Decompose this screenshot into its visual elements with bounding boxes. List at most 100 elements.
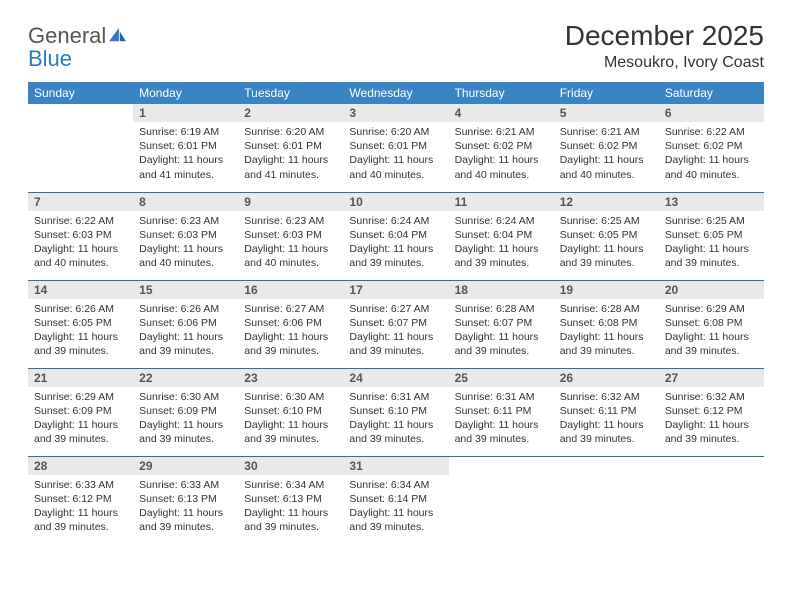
daylight-text: Daylight: 11 hours and 39 minutes. (244, 418, 337, 446)
sunrise-text: Sunrise: 6:25 AM (665, 214, 758, 228)
day-number: 3 (343, 104, 448, 122)
day-number: 20 (659, 281, 764, 299)
calendar-day-cell: 4Sunrise: 6:21 AMSunset: 6:02 PMDaylight… (449, 104, 554, 192)
day-details: Sunrise: 6:27 AMSunset: 6:07 PMDaylight:… (343, 299, 448, 363)
sunrise-text: Sunrise: 6:19 AM (139, 125, 232, 139)
day-details: Sunrise: 6:21 AMSunset: 6:02 PMDaylight:… (449, 122, 554, 186)
sail-icon (108, 24, 128, 47)
sunrise-text: Sunrise: 6:22 AM (34, 214, 127, 228)
day-details: Sunrise: 6:19 AMSunset: 6:01 PMDaylight:… (133, 122, 238, 186)
sunrise-text: Sunrise: 6:29 AM (665, 302, 758, 316)
day-details: Sunrise: 6:20 AMSunset: 6:01 PMDaylight:… (343, 122, 448, 186)
day-number: 8 (133, 193, 238, 211)
day-details: Sunrise: 6:33 AMSunset: 6:12 PMDaylight:… (28, 475, 133, 539)
daylight-text: Daylight: 11 hours and 39 minutes. (139, 506, 232, 534)
daylight-text: Daylight: 11 hours and 39 minutes. (34, 506, 127, 534)
daylight-text: Daylight: 11 hours and 41 minutes. (139, 153, 232, 181)
calendar-week-row: 28Sunrise: 6:33 AMSunset: 6:12 PMDayligh… (28, 456, 764, 544)
brand-logo: GeneralBlue (28, 20, 128, 70)
calendar-day-cell: 19Sunrise: 6:28 AMSunset: 6:08 PMDayligh… (554, 280, 659, 368)
calendar-day-cell: 16Sunrise: 6:27 AMSunset: 6:06 PMDayligh… (238, 280, 343, 368)
daylight-text: Daylight: 11 hours and 39 minutes. (349, 242, 442, 270)
sunrise-text: Sunrise: 6:34 AM (349, 478, 442, 492)
sunrise-text: Sunrise: 6:32 AM (560, 390, 653, 404)
title-block: December 2025 Mesoukro, Ivory Coast (565, 20, 764, 72)
sunrise-text: Sunrise: 6:20 AM (349, 125, 442, 139)
day-details: Sunrise: 6:30 AMSunset: 6:09 PMDaylight:… (133, 387, 238, 451)
day-number: 18 (449, 281, 554, 299)
calendar-day-cell: 8Sunrise: 6:23 AMSunset: 6:03 PMDaylight… (133, 192, 238, 280)
calendar-day-cell: 7Sunrise: 6:22 AMSunset: 6:03 PMDaylight… (28, 192, 133, 280)
calendar-day-cell: 30Sunrise: 6:34 AMSunset: 6:13 PMDayligh… (238, 456, 343, 544)
sunset-text: Sunset: 6:01 PM (139, 139, 232, 153)
sunrise-text: Sunrise: 6:30 AM (139, 390, 232, 404)
sunset-text: Sunset: 6:02 PM (560, 139, 653, 153)
day-number: 1 (133, 104, 238, 122)
sunrise-text: Sunrise: 6:29 AM (34, 390, 127, 404)
sunrise-text: Sunrise: 6:26 AM (139, 302, 232, 316)
day-number: 31 (343, 457, 448, 475)
day-details: Sunrise: 6:20 AMSunset: 6:01 PMDaylight:… (238, 122, 343, 186)
day-number: 10 (343, 193, 448, 211)
calendar-day-cell: 0. (659, 456, 764, 544)
day-details: Sunrise: 6:28 AMSunset: 6:07 PMDaylight:… (449, 299, 554, 363)
daylight-text: Daylight: 11 hours and 39 minutes. (244, 506, 337, 534)
sunset-text: Sunset: 6:07 PM (349, 316, 442, 330)
sunset-text: Sunset: 6:11 PM (455, 404, 548, 418)
sunset-text: Sunset: 6:01 PM (349, 139, 442, 153)
daylight-text: Daylight: 11 hours and 40 minutes. (455, 153, 548, 181)
calendar-day-cell: 20Sunrise: 6:29 AMSunset: 6:08 PMDayligh… (659, 280, 764, 368)
day-details: Sunrise: 6:29 AMSunset: 6:09 PMDaylight:… (28, 387, 133, 451)
day-details: Sunrise: 6:25 AMSunset: 6:05 PMDaylight:… (659, 211, 764, 275)
calendar-day-cell: 23Sunrise: 6:30 AMSunset: 6:10 PMDayligh… (238, 368, 343, 456)
calendar-day-cell: 17Sunrise: 6:27 AMSunset: 6:07 PMDayligh… (343, 280, 448, 368)
weekday-header: Friday (554, 82, 659, 104)
calendar-day-cell: 14Sunrise: 6:26 AMSunset: 6:05 PMDayligh… (28, 280, 133, 368)
weekday-header: Saturday (659, 82, 764, 104)
sunset-text: Sunset: 6:11 PM (560, 404, 653, 418)
day-details: Sunrise: 6:34 AMSunset: 6:14 PMDaylight:… (343, 475, 448, 539)
day-details: Sunrise: 6:32 AMSunset: 6:12 PMDaylight:… (659, 387, 764, 451)
daylight-text: Daylight: 11 hours and 39 minutes. (349, 506, 442, 534)
calendar-page: GeneralBlue December 2025 Mesoukro, Ivor… (0, 0, 792, 554)
daylight-text: Daylight: 11 hours and 39 minutes. (34, 330, 127, 358)
sunset-text: Sunset: 6:03 PM (139, 228, 232, 242)
calendar-day-cell: 5Sunrise: 6:21 AMSunset: 6:02 PMDaylight… (554, 104, 659, 192)
location-label: Mesoukro, Ivory Coast (565, 54, 764, 72)
day-number: 25 (449, 369, 554, 387)
sunset-text: Sunset: 6:13 PM (139, 492, 232, 506)
weekday-header: Monday (133, 82, 238, 104)
sunrise-text: Sunrise: 6:21 AM (455, 125, 548, 139)
calendar-week-row: 21Sunrise: 6:29 AMSunset: 6:09 PMDayligh… (28, 368, 764, 456)
sunset-text: Sunset: 6:10 PM (349, 404, 442, 418)
day-details: Sunrise: 6:25 AMSunset: 6:05 PMDaylight:… (554, 211, 659, 275)
day-details: Sunrise: 6:34 AMSunset: 6:13 PMDaylight:… (238, 475, 343, 539)
calendar-header-row: SundayMondayTuesdayWednesdayThursdayFrid… (28, 82, 764, 104)
day-details: Sunrise: 6:24 AMSunset: 6:04 PMDaylight:… (449, 211, 554, 275)
day-number: 12 (554, 193, 659, 211)
daylight-text: Daylight: 11 hours and 40 minutes. (139, 242, 232, 270)
sunrise-text: Sunrise: 6:30 AM (244, 390, 337, 404)
sunset-text: Sunset: 6:03 PM (244, 228, 337, 242)
day-details: Sunrise: 6:26 AMSunset: 6:05 PMDaylight:… (28, 299, 133, 363)
calendar-week-row: 14Sunrise: 6:26 AMSunset: 6:05 PMDayligh… (28, 280, 764, 368)
day-number: 15 (133, 281, 238, 299)
calendar-day-cell: 6Sunrise: 6:22 AMSunset: 6:02 PMDaylight… (659, 104, 764, 192)
day-details: Sunrise: 6:31 AMSunset: 6:11 PMDaylight:… (449, 387, 554, 451)
sunset-text: Sunset: 6:01 PM (244, 139, 337, 153)
daylight-text: Daylight: 11 hours and 39 minutes. (560, 242, 653, 270)
weekday-header: Sunday (28, 82, 133, 104)
daylight-text: Daylight: 11 hours and 40 minutes. (34, 242, 127, 270)
sunset-text: Sunset: 6:02 PM (665, 139, 758, 153)
day-number: 5 (554, 104, 659, 122)
calendar-day-cell: 11Sunrise: 6:24 AMSunset: 6:04 PMDayligh… (449, 192, 554, 280)
day-number: 13 (659, 193, 764, 211)
sunrise-text: Sunrise: 6:27 AM (244, 302, 337, 316)
day-details: Sunrise: 6:30 AMSunset: 6:10 PMDaylight:… (238, 387, 343, 451)
day-details: Sunrise: 6:27 AMSunset: 6:06 PMDaylight:… (238, 299, 343, 363)
sunrise-text: Sunrise: 6:23 AM (244, 214, 337, 228)
day-number: 7 (28, 193, 133, 211)
day-details: Sunrise: 6:24 AMSunset: 6:04 PMDaylight:… (343, 211, 448, 275)
calendar-day-cell: 12Sunrise: 6:25 AMSunset: 6:05 PMDayligh… (554, 192, 659, 280)
daylight-text: Daylight: 11 hours and 39 minutes. (455, 242, 548, 270)
